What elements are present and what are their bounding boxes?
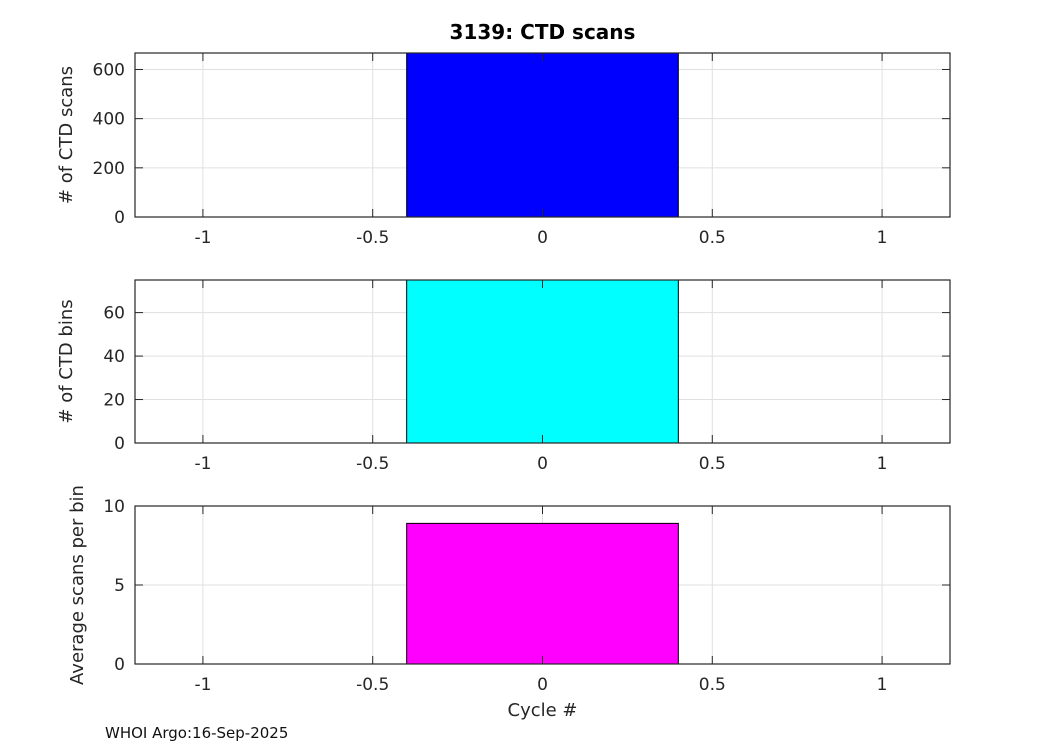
x-tick-label: -1 <box>194 454 211 474</box>
x-tick-label: 0.5 <box>699 454 726 474</box>
x-tick-label: 0 <box>537 454 548 474</box>
x-tick-label: 0.5 <box>699 228 726 248</box>
y-tick-label: 0 <box>114 434 125 454</box>
x-tick-label: 1 <box>877 454 888 474</box>
y-tick-label: 10 <box>103 497 125 517</box>
x-tick-label: -1 <box>194 675 211 695</box>
y-tick-label: 0 <box>114 655 125 675</box>
subplot-ctd-scans: -1 -0.5 0 0.5 1 0 200 400 600 # of CTD scans <box>56 52 951 248</box>
bar-ctd-bins <box>406 279 679 444</box>
subplot-ctd-bins: -1 -0.5 0 0.5 1 0 20 40 60 # of CTD bins <box>56 279 951 474</box>
x-tick-label: -0.5 <box>356 228 389 248</box>
x-tick-label: -1 <box>194 228 211 248</box>
y-tick-label: 60 <box>103 304 125 324</box>
y-axis-label-avg-scans-per-bin: Average scans per bin <box>67 485 88 685</box>
y-tick-label: 200 <box>93 159 125 179</box>
x-tick-label: 0 <box>537 228 548 248</box>
x-tick-label: 0.5 <box>699 675 726 695</box>
x-axis-label: Cycle # <box>507 700 578 721</box>
bar-avg-scans-per-bin <box>406 522 679 665</box>
x-tick-label: -0.5 <box>356 454 389 474</box>
bar-ctd-scans <box>406 52 679 218</box>
y-tick-label: 5 <box>114 576 125 596</box>
x-tick-label: 0 <box>537 675 548 695</box>
y-tick-label: 400 <box>93 110 125 130</box>
x-tick-label: 1 <box>877 228 888 248</box>
y-tick-label: 0 <box>114 208 125 228</box>
x-tick-label: 1 <box>877 675 888 695</box>
y-tick-label: 20 <box>103 391 125 411</box>
watermark-text: WHOI Argo:16-Sep-2025 <box>105 724 289 742</box>
y-axis-label-ctd-bins: # of CTD bins <box>56 299 77 423</box>
x-tick-label: -0.5 <box>356 675 389 695</box>
y-axis-label-ctd-scans: # of CTD scans <box>56 66 77 204</box>
y-tick-label: 40 <box>103 347 125 367</box>
y-tick-label: 600 <box>93 60 125 80</box>
chart-title: 3139: CTD scans <box>449 20 636 44</box>
